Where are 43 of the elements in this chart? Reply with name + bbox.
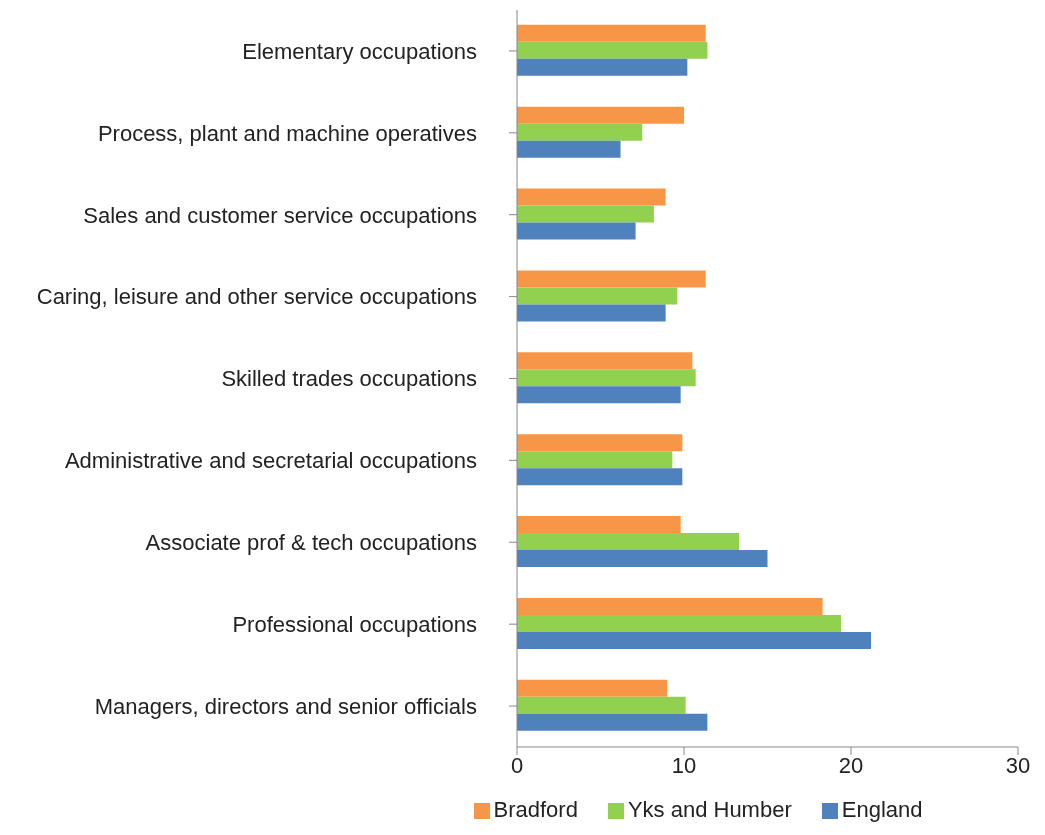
bar bbox=[517, 468, 683, 486]
bar bbox=[517, 287, 678, 305]
bar bbox=[517, 58, 688, 76]
bar bbox=[517, 533, 740, 551]
bar bbox=[517, 614, 841, 632]
bar bbox=[517, 679, 668, 697]
y-tick-label: Professional occupations bbox=[232, 611, 477, 637]
bar bbox=[517, 451, 673, 469]
y-tick-label: Associate prof & tech occupations bbox=[145, 530, 477, 556]
bar bbox=[517, 434, 683, 452]
y-tick-label: Managers, directors and senior officials bbox=[94, 693, 477, 719]
legend-label: Bradford bbox=[493, 797, 578, 822]
bar bbox=[517, 41, 708, 59]
x-tick-label: 30 bbox=[1005, 752, 1031, 778]
bar bbox=[517, 516, 681, 534]
bar bbox=[517, 550, 768, 568]
bar bbox=[517, 270, 706, 288]
x-tick-label: 20 bbox=[838, 752, 864, 778]
bar bbox=[517, 369, 696, 387]
y-tick-label: Sales and customer service occupations bbox=[83, 202, 477, 228]
legend-label: Yks and Humber bbox=[627, 797, 792, 822]
y-tick-label: Skilled trades occupations bbox=[221, 366, 477, 392]
bar bbox=[517, 713, 708, 731]
bar bbox=[517, 631, 872, 649]
x-tick-label: 10 bbox=[671, 752, 697, 778]
y-tick-label: Process, plant and machine operatives bbox=[97, 120, 477, 146]
bar bbox=[517, 696, 686, 714]
legend-label: England bbox=[841, 797, 923, 822]
bar bbox=[517, 386, 681, 404]
bar bbox=[517, 24, 706, 42]
bar bbox=[517, 106, 684, 124]
bar bbox=[517, 123, 643, 141]
y-tick-label: Administrative and secretarial occupations bbox=[64, 448, 477, 474]
bar bbox=[517, 140, 621, 158]
bar bbox=[517, 352, 693, 370]
bar bbox=[517, 597, 823, 615]
bar bbox=[517, 188, 666, 206]
bar bbox=[517, 222, 636, 240]
y-tick-label: Caring, leisure and other service occupations bbox=[36, 284, 477, 310]
x-tick-label: 0 bbox=[510, 752, 524, 778]
bar bbox=[517, 304, 666, 322]
bar bbox=[517, 205, 654, 223]
y-tick-label: Elementary occupations bbox=[242, 38, 477, 64]
